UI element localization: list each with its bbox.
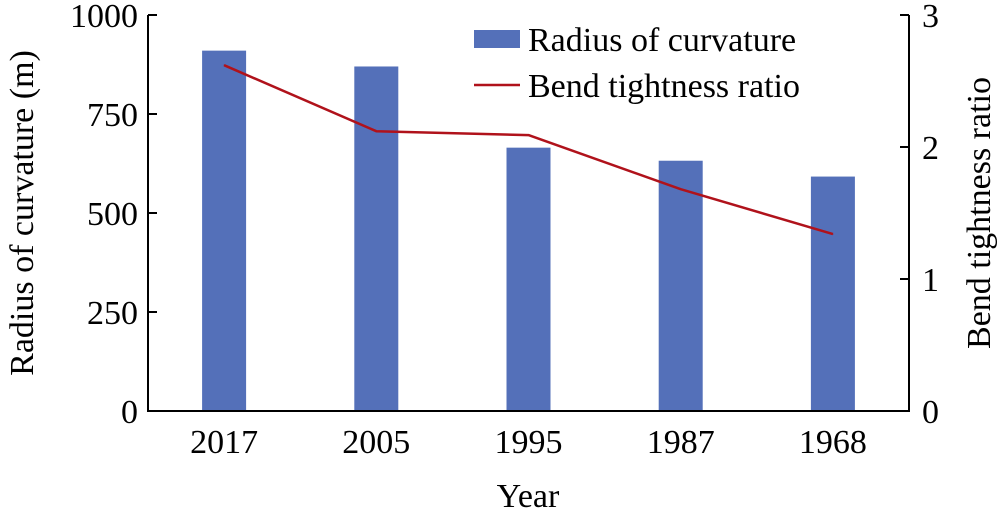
line-point-2017: [223, 64, 225, 66]
x-tick-label: 2017: [190, 424, 258, 461]
x-tick-label: 2005: [342, 424, 410, 461]
x-tick-label: 1995: [495, 424, 563, 461]
left-tick-label: 1000: [70, 0, 138, 35]
line-point-1995: [528, 134, 529, 136]
line-point-1987: [680, 188, 682, 190]
right-y-axis-title: Bend tightness ratio: [961, 77, 998, 349]
legend-swatch-radius: [474, 30, 520, 48]
bar-2017: [202, 50, 247, 411]
legend: Radius of curvature Bend tightness ratio: [474, 22, 800, 105]
x-tick-label: 1987: [647, 424, 715, 461]
bar-1968: [810, 176, 855, 411]
x-tick-label: 1968: [799, 424, 867, 461]
legend-label-radius: Radius of curvature: [528, 22, 796, 59]
right-tick-label: 1: [922, 262, 939, 299]
left-tick-label: 250: [87, 295, 138, 332]
line-series: [223, 64, 834, 236]
bar-series: [202, 50, 855, 411]
right-tick-label: 3: [922, 0, 939, 35]
axis-titles: Year Radius of curvature (m) Bend tightn…: [4, 50, 998, 511]
left-y-axis-title: Radius of curvature (m): [4, 50, 41, 376]
bar-2005: [354, 66, 399, 411]
right-tick-label: 0: [922, 394, 939, 431]
line-point-2005: [375, 130, 377, 132]
line-point-1968: [832, 233, 834, 235]
ticks: 0 250 500 750 1000 0 1 2 3 2017 2005 1995 1987 1968: [70, 0, 939, 461]
legend-label-bend: Bend tightness ratio: [528, 68, 800, 105]
bar-1995: [506, 147, 551, 411]
left-tick-label: 500: [87, 196, 138, 233]
left-tick-label: 750: [87, 97, 138, 134]
right-tick-label: 2: [922, 130, 939, 167]
left-tick-label: 0: [121, 394, 138, 431]
bar-1987: [658, 160, 703, 411]
x-axis-title: Year: [497, 478, 560, 511]
